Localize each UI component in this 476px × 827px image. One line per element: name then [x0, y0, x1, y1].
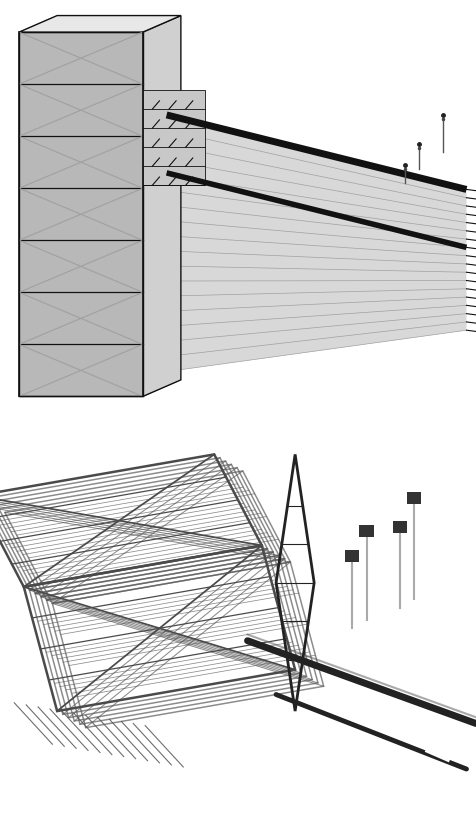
Polygon shape	[40, 22, 168, 24]
Polygon shape	[19, 17, 181, 33]
Polygon shape	[151, 27, 156, 394]
Bar	[407, 492, 421, 504]
Polygon shape	[143, 91, 205, 186]
Polygon shape	[167, 116, 466, 372]
Polygon shape	[164, 22, 168, 388]
Polygon shape	[32, 26, 160, 27]
Polygon shape	[23, 30, 151, 31]
Polygon shape	[19, 33, 143, 397]
Polygon shape	[143, 17, 181, 397]
Polygon shape	[19, 31, 147, 33]
Polygon shape	[156, 26, 160, 391]
Polygon shape	[143, 31, 147, 397]
Polygon shape	[147, 30, 151, 395]
Polygon shape	[49, 18, 177, 20]
Polygon shape	[36, 24, 164, 26]
Polygon shape	[168, 20, 172, 386]
Polygon shape	[28, 27, 156, 30]
Polygon shape	[172, 18, 177, 384]
Polygon shape	[44, 20, 172, 22]
Bar	[359, 525, 374, 538]
Bar	[345, 550, 359, 562]
Polygon shape	[160, 24, 164, 390]
Bar	[393, 521, 407, 533]
